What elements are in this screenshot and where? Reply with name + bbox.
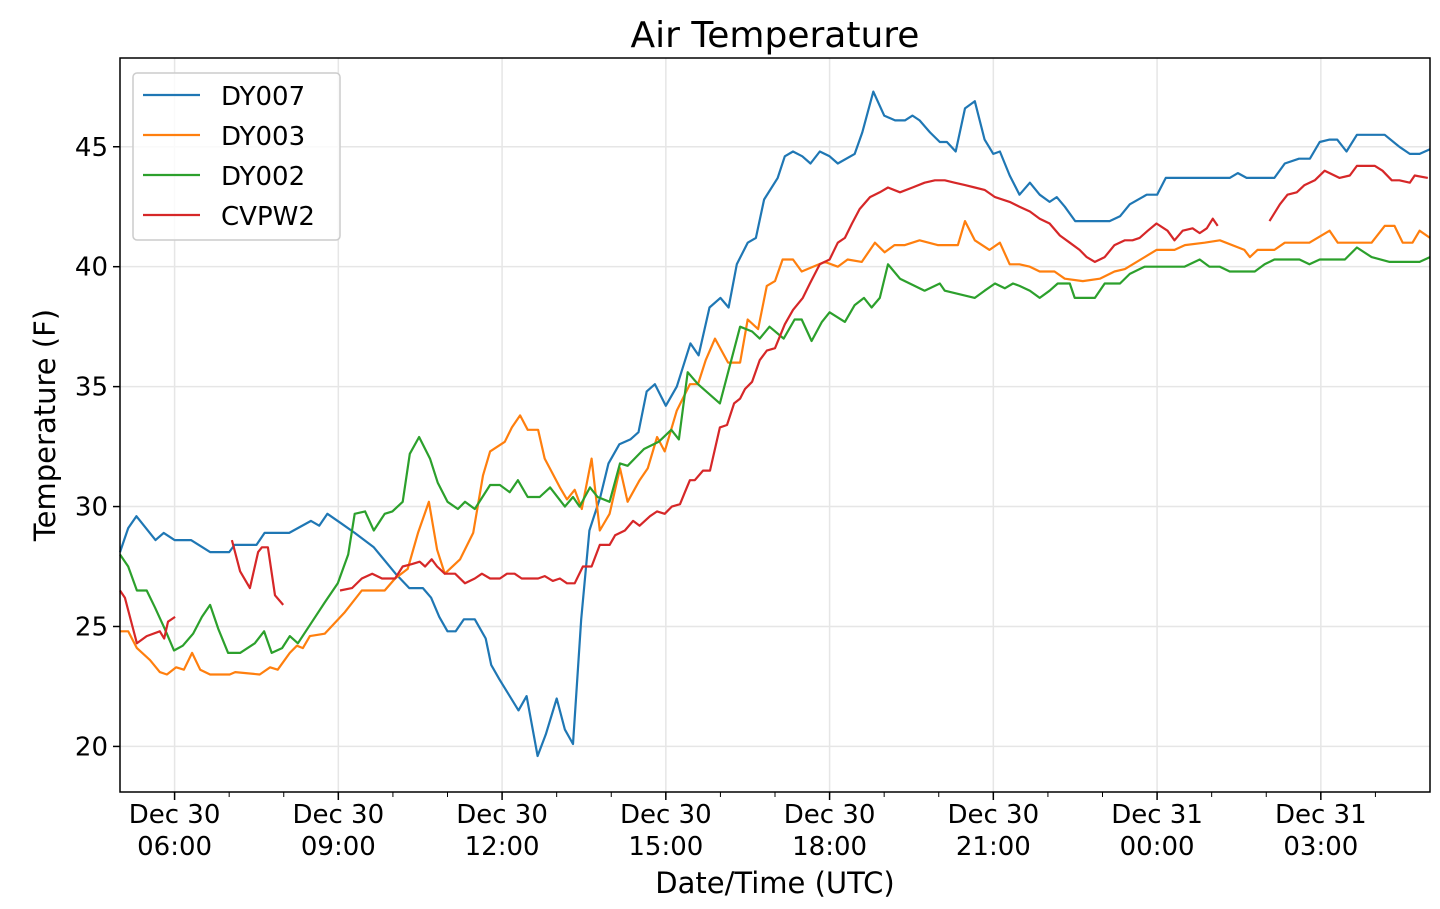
y-tick-label: 30 — [75, 493, 108, 523]
y-tick-label: 40 — [75, 253, 108, 283]
legend: DY007 DY003 DY002 CVPW2 — [132, 72, 341, 241]
legend-box — [132, 72, 341, 241]
x-tick-label-time: 00:00 — [1120, 832, 1195, 862]
y-tick-label: 35 — [75, 373, 108, 403]
x-tick-label-date: Dec 30 — [784, 800, 876, 830]
x-tick-label-date: Dec 30 — [292, 800, 384, 830]
legend-label-dy003: DY003 — [221, 122, 305, 152]
series-line-dy007 — [118, 90, 1431, 758]
legend-label-dy002: DY002 — [221, 162, 305, 192]
x-tick-label-date: Dec 30 — [620, 800, 712, 830]
legend-label-cvpw2: CVPW2 — [221, 202, 315, 232]
x-tick-label-date: Dec 30 — [947, 800, 1039, 830]
y-axis-label: Temperature (F) — [28, 309, 62, 542]
x-tick-label-time: 09:00 — [301, 832, 376, 862]
x-tick-label-date: Dec 30 — [456, 800, 548, 830]
x-tick-label-time: 06:00 — [137, 832, 212, 862]
series-line-cvpw2 — [119, 589, 176, 645]
x-tick-label-time: 21:00 — [956, 832, 1031, 862]
series-line-dy003 — [120, 220, 1431, 676]
x-tick-label-date: Dec 30 — [129, 800, 221, 830]
x-axis-label: Date/Time (UTC) — [655, 866, 894, 900]
y-tick-label: 25 — [75, 612, 108, 642]
y-tick-label: 20 — [75, 732, 108, 762]
x-tick-label-time: 18:00 — [792, 832, 867, 862]
x-tick-label-time: 03:00 — [1283, 832, 1358, 862]
y-tick-label: 45 — [75, 133, 108, 163]
series-line-cvpw2 — [230, 539, 285, 606]
series-line-dy002 — [119, 246, 1431, 654]
series-lines — [118, 90, 1431, 758]
legend-label-dy007: DY007 — [221, 82, 305, 112]
x-tick-label-date: Dec 31 — [1111, 800, 1203, 830]
x-tick-label-time: 12:00 — [465, 832, 540, 862]
series-line-cvpw2 — [339, 179, 1219, 592]
x-tick-label-date: Dec 31 — [1275, 800, 1367, 830]
series-line-cvpw2 — [1268, 164, 1428, 222]
chart-title: Air Temperature — [631, 15, 920, 56]
x-tick-label-time: 15:00 — [628, 832, 703, 862]
